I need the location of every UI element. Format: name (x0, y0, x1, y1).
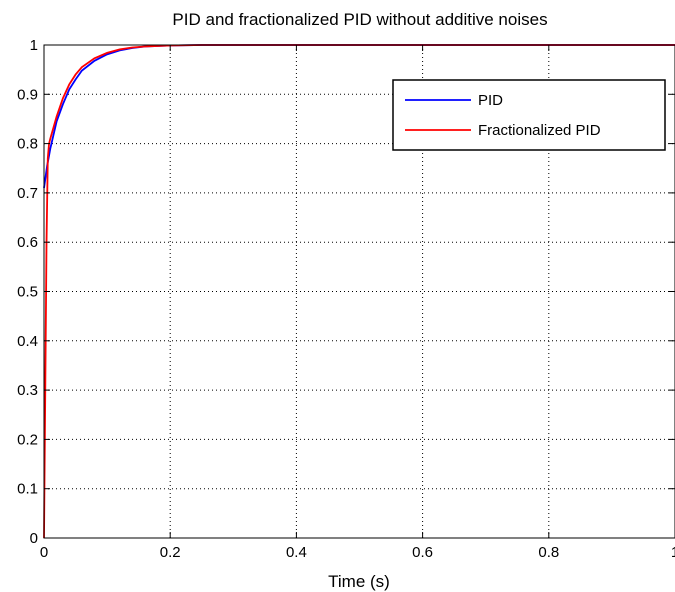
x-tick-label: 0.2 (160, 544, 181, 561)
y-tick-label: 0.1 (17, 481, 38, 498)
y-tick-label: 0.5 (17, 284, 38, 301)
axis-ticks: 0 0.2 0.4 0.6 0.8 1 0 0.1 0.2 0.3 0.4 0.5 0.6 0.7 0.8 0… (17, 37, 675, 561)
x-tick-label: 0.6 (412, 544, 433, 561)
legend-box (392, 79, 666, 151)
x-tick-label: 0.8 (538, 544, 559, 561)
x-tick-label: 1 (671, 544, 675, 561)
y-tick-label: 0.8 (17, 136, 38, 153)
y-tick-label: 0.4 (17, 333, 38, 350)
legend-entry: Fractionalized PID (478, 122, 601, 139)
y-tick-label: 0 (30, 530, 38, 547)
y-tick-label: 0.2 (17, 431, 38, 448)
x-axis-label: Time (s) (328, 572, 390, 591)
x-tick-label: 0 (40, 544, 48, 561)
y-tick-label: 0.9 (17, 86, 38, 103)
legend-entry: PID (478, 92, 503, 109)
x-tick-label: 0.4 (286, 544, 307, 561)
y-tick-label: 0.7 (17, 185, 38, 202)
y-tick-label: 1 (30, 37, 38, 54)
y-tick-label: 0.6 (17, 234, 38, 251)
y-tick-label: 0.3 (17, 382, 38, 399)
legend: PID Fractionalized PID (392, 79, 666, 151)
chart-title: PID and fractionalized PID without addit… (172, 10, 547, 29)
